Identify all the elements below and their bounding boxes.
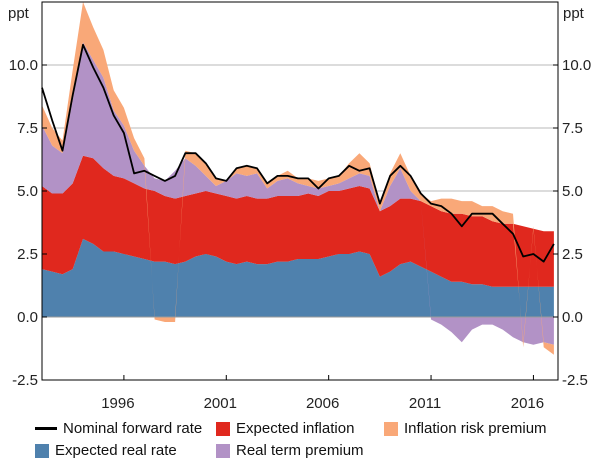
area-expected-inflation [42,155,554,287]
area-expected-real-rate [42,238,554,317]
y-tick-label-left: 2.5 [17,246,38,263]
y-tick-label-right: -2.5 [562,372,588,389]
y-tick-label-right: 7.5 [562,120,583,137]
chart-svg: ppt ppt -2.5 -2.5 0.0 0.0 2.5 2.5 5.0 5.0 7.5 7.5… [8,1,591,412]
y-tick-label-left: 0.0 [17,309,38,326]
nominal-line-layer [41,43,555,263]
area-real-term-premium [42,42,554,345]
legend-label: Inflation risk premium [404,420,547,437]
y-tick-label-right: 0.0 [562,309,583,326]
legend-real-term-premium: Real term premium [216,442,364,459]
legend-label: Real term premium [236,442,364,459]
axis-ticks: -2.5 -2.5 0.0 0.0 2.5 2.5 5.0 5.0 7.5 7.5 10.0 10.0… [9,57,591,412]
legend-swatch-icon [35,443,49,458]
legend-expected-inflation: Expected inflation [216,420,354,437]
right-axis-unit: ppt [563,5,585,22]
left-axis-unit: ppt [8,5,30,22]
x-tick-label: 2006 [306,395,339,412]
y-tick-label-right: 5.0 [562,183,583,200]
legend-inflation-risk-premium: Inflation risk premium [384,420,547,437]
y-tick-label-right: 2.5 [562,246,583,263]
legend-swatch-icon [384,421,398,436]
x-tick-label: 2001 [204,395,237,412]
x-tick-label: 1996 [101,395,134,412]
series-line-nominal-forward-rate [41,43,555,263]
legend-label: Expected inflation [236,420,355,437]
y-tick-label-left: 7.5 [17,120,38,137]
legend-label: Nominal forward rate [63,420,203,437]
legend-nominal-forward-rate: Nominal forward rate [35,420,202,437]
y-tick-label-left: 10.0 [9,57,38,74]
x-tick-label: 2016 [511,395,544,412]
legend-label: Expected real rate [55,442,177,459]
x-tick-label: 2011 [409,395,441,412]
legend: Nominal forward rate Expected inflation … [0,412,600,460]
legend-swatch-icon [216,443,230,458]
legend-swatch-icon [216,421,230,436]
y-tick-label-right: 10.0 [562,57,591,74]
y-tick-label-left: -2.5 [12,372,38,389]
legend-line-swatch-icon [35,427,57,430]
y-tick-label-left: 5.0 [17,183,38,200]
legend-expected-real-rate: Expected real rate [35,442,177,459]
